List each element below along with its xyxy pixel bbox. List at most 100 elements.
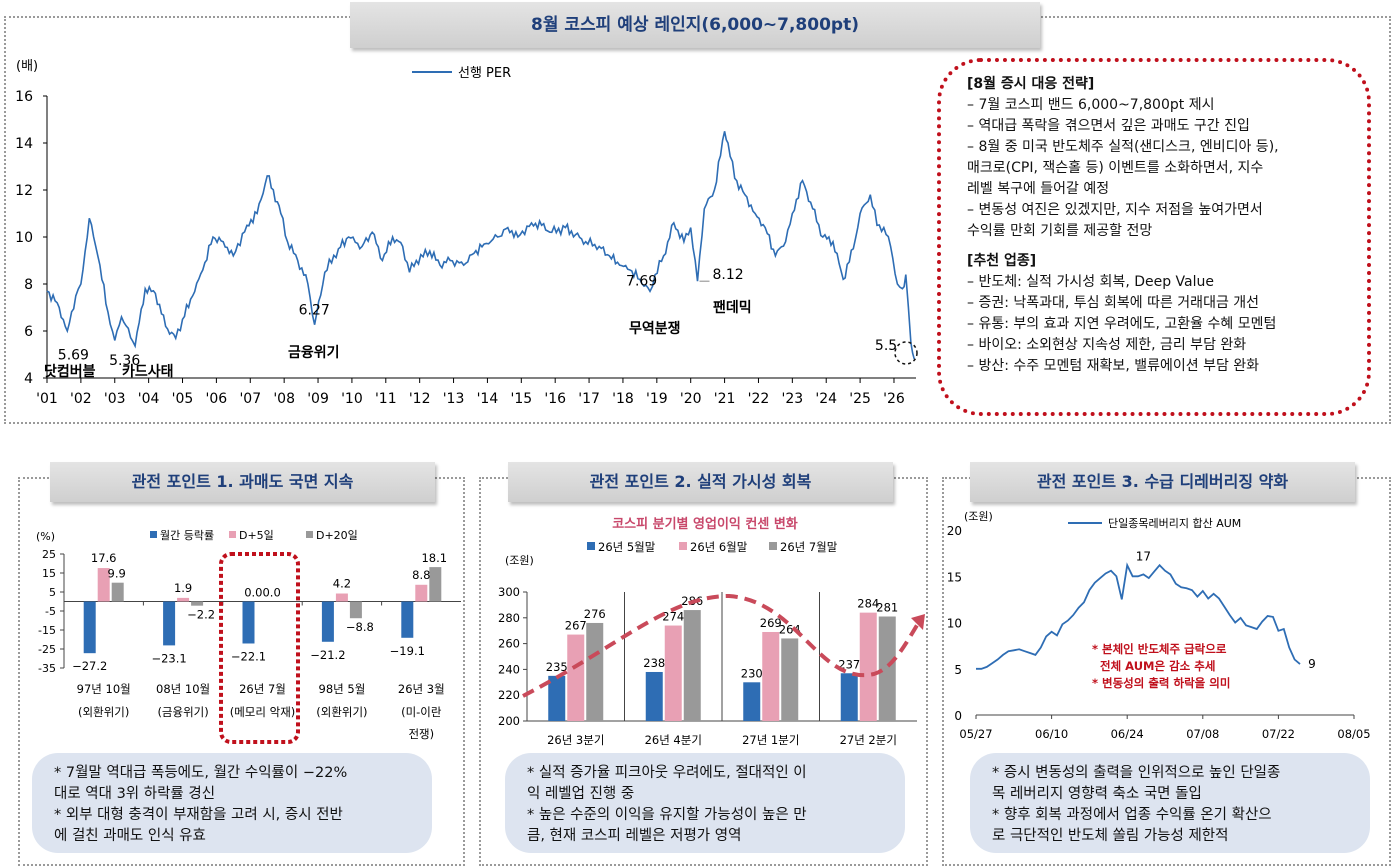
p2-category-label: 27년 1분기 — [742, 733, 799, 747]
p3-labels: 17 9 — [1136, 549, 1316, 671]
p3-annotation-line: 전체 AUM은 감소 추세 — [1100, 659, 1215, 673]
p2-value-label: 274 — [662, 610, 684, 624]
p1-value-label: 9.9 — [108, 567, 126, 581]
main-x-tick-label: '01 — [36, 391, 58, 407]
main-x-tick-label: '17 — [578, 391, 600, 407]
main-per-line — [46, 131, 916, 360]
p1-value-label: 1.9 — [174, 581, 192, 595]
p3-legend-label: 단일종목레버리지 합산 AUM — [1108, 516, 1241, 530]
p1-value-label: 18.1 — [421, 551, 447, 565]
p1-category-label: 08년 10월 — [156, 682, 210, 696]
p2-y-tick-label: 200 — [498, 714, 520, 728]
p1-value-label: −21.2 — [310, 648, 345, 662]
main-value-label: 5.36 — [109, 353, 140, 369]
main-event-label: 팬데믹 — [713, 299, 752, 316]
p2-bar — [859, 612, 877, 721]
p1-unit: (%) — [36, 530, 55, 543]
p1-y-tick-label: 25 — [42, 548, 56, 561]
p3-y-tick-label: 20 — [947, 524, 962, 538]
p2-y-tick-label: 280 — [498, 611, 520, 625]
p2-legend-label: 26년 6월말 — [690, 540, 748, 554]
p1-category-label: 98년 5월 — [319, 682, 366, 696]
main-x-tick-label: '08 — [273, 391, 295, 407]
p1-y-tick-label: -35 — [38, 662, 56, 675]
main-x-tick-label: '07 — [239, 391, 261, 407]
p1-bars: −27.2 17.6 9.9 97년 10월 (외환위기) −23.1 1.9 −2.2 08년… — [72, 551, 447, 741]
highlight-box-26-07 — [219, 552, 300, 744]
p1-category-sub: (외환위기) — [78, 705, 129, 719]
strategy-line: 수익률 만회 기회를 제공할 전망 — [967, 223, 1153, 239]
p1-legend-swatch — [150, 531, 157, 538]
sector-line: – 증권: 낙폭과대, 투심 회복에 따른 거래대금 개선 — [967, 295, 1260, 311]
main-x-tick-label: '02 — [70, 391, 92, 407]
p3-y-tick-label: 0 — [954, 709, 962, 723]
p1-note-line: * 외부 대형 충격이 부재함을 고려 시, 증시 전반 — [54, 807, 343, 823]
p1-category-label: 26년 3월 — [398, 682, 445, 696]
p3-x-tick-label: 07/08 — [1186, 727, 1219, 741]
p1-y-tick-label: 5 — [49, 586, 56, 599]
p2-legend-label: 26년 5월말 — [598, 540, 656, 554]
main-header: 8월 코스피 예상 레인지(6,000~7,800pt) — [350, 2, 1040, 48]
main-x-tick-label: '15 — [510, 391, 532, 407]
p1-category-sub: (미-이란 — [401, 705, 442, 719]
p2-value-label: 235 — [546, 660, 568, 674]
main-value-label: 6.27 — [299, 303, 330, 319]
main-y-tick-label: 14 — [15, 136, 33, 152]
strategy-line: 레벨 복구에 들어갈 예정 — [967, 181, 1110, 197]
strategy-box: [8월 증시 대응 전략] – 7월 코스피 밴드 6,000~7,800pt … — [937, 58, 1371, 416]
main-value-label: 5.69 — [58, 347, 89, 363]
main-x-tick-label: '22 — [748, 391, 770, 407]
p1-note-line: 대로 역대 3위 하락률 경신 — [54, 786, 216, 802]
main-x-tick-label: '11 — [375, 391, 397, 407]
p1-y-tick-label: -15 — [38, 624, 56, 637]
p2-bar — [548, 675, 566, 721]
p1-bar — [177, 597, 190, 602]
p1-value-label: −2.2 — [187, 608, 215, 622]
sector-line: – 유통: 부의 효과 지연 우려에도, 고환율 수혜 모멘텀 — [967, 316, 1277, 332]
p3-note-line: * 향후 회복 과정에서 업종 수익률 온기 확산으 — [992, 807, 1272, 823]
p2-bar — [878, 616, 896, 721]
p1-bar — [349, 601, 362, 619]
p3-annotation-line: * 변동성의 출력 하락을 의미 — [1092, 676, 1230, 690]
strategy-line: – 역대급 폭락을 겪으면서 깊은 과매도 구간 진입 — [967, 118, 1250, 134]
panel-3-header: 관전 포인트 3. 수급 디레버리징 약화 — [970, 462, 1355, 502]
p2-bar — [645, 671, 663, 721]
main-y-tick-label: 16 — [15, 89, 33, 105]
p1-bar — [97, 568, 110, 602]
p2-bar — [781, 638, 799, 721]
p2-value-label: 269 — [760, 616, 782, 630]
sector-line: – 방산: 수주 모멘텀 재확보, 밸류에이션 부담 완화 — [967, 358, 1260, 374]
main-value-label: 7.69 — [626, 273, 657, 289]
main-x-tick-label: '03 — [104, 391, 126, 407]
p2-note-line: * 실적 증가율 피크아웃 우려에도, 절대적인 이 — [527, 765, 807, 781]
main-x-tick-label: '13 — [443, 391, 465, 407]
p3-note-line: * 증시 변동성의 출력을 인위적으로 높인 단일종 — [992, 765, 1281, 781]
p2-value-label: 281 — [876, 601, 898, 615]
main-value-label: 8.12 — [712, 267, 743, 283]
p2-value-label: 238 — [643, 656, 665, 670]
main-y-axis: 4 6 8 10 12 14 16 — [15, 89, 916, 387]
p1-note-line: * 7월말 역대급 폭등에도, 월간 수익률이 −22% — [54, 765, 348, 781]
p1-legend-label: D+5일 — [239, 528, 274, 542]
p1-bar — [191, 601, 204, 606]
main-x-tick-label: '12 — [409, 391, 431, 407]
current-point-highlight — [894, 341, 918, 365]
panel-3-chart: (조원) 단일종목레버리지 합산 AUM 20 15 10 5 0 05/27 06/10 0… — [947, 510, 1371, 741]
p1-bar — [242, 601, 255, 644]
p1-legend-swatch — [306, 531, 313, 538]
main-legend-label: 선행 PER — [458, 65, 511, 81]
p1-value-label: −8.8 — [346, 620, 374, 634]
p2-y-tick-label: 260 — [498, 637, 520, 651]
p2-note-line: * 높은 수준의 이익을 유지할 가능성이 높은 만 — [527, 807, 807, 823]
p1-legend: 월간 등락률 D+5일 D+20일 — [150, 528, 358, 542]
p3-x-tick-label: 06/10 — [1035, 727, 1068, 741]
main-event-label: 카드사태 — [122, 364, 174, 380]
p1-bar — [429, 567, 442, 602]
sector-line: – 바이오: 소외현상 지속성 제한, 금리 부담 완화 — [967, 337, 1247, 353]
p2-y-tick-label: 220 — [498, 688, 520, 702]
p1-legend-label: 월간 등락률 — [160, 529, 214, 542]
p2-bar — [567, 634, 585, 721]
panel-2-chart: 코스피 분기별 영업이익 컨센 변화 26년 5월말 26년 6월말 26년 7월말… — [498, 516, 925, 747]
main-x-tick-label: '14 — [477, 391, 499, 407]
